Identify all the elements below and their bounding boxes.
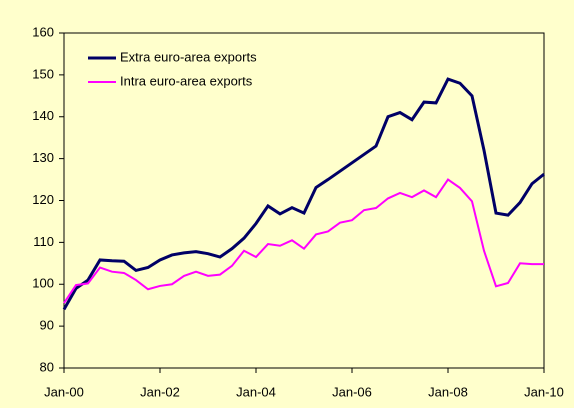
x-tick-label: Jan-08 — [428, 384, 468, 399]
line-series — [63, 178, 544, 304]
y-tick-label: 140 — [32, 108, 54, 123]
line-series — [62, 77, 545, 311]
y-tick-label: 100 — [32, 276, 54, 291]
y-tick-label: 120 — [32, 192, 54, 207]
y-tick-label: 160 — [32, 24, 54, 39]
y-tick-label: 130 — [32, 150, 54, 165]
x-tick-label: Jan-04 — [236, 384, 276, 399]
legend-label: Intra euro-area exports — [120, 73, 253, 88]
x-tick-label: Jan-10 — [524, 384, 564, 399]
x-tick-label: Jan-06 — [332, 384, 372, 399]
legend-label: Extra euro-area exports — [120, 49, 257, 64]
y-tick-label: 150 — [32, 66, 54, 81]
y-tick-label: 90 — [40, 318, 54, 333]
x-tick-label: Jan-02 — [140, 384, 180, 399]
y-tick-label: 110 — [33, 234, 54, 249]
y-tick-label: 80 — [40, 359, 54, 374]
x-tick-label: Jan-00 — [44, 384, 84, 399]
